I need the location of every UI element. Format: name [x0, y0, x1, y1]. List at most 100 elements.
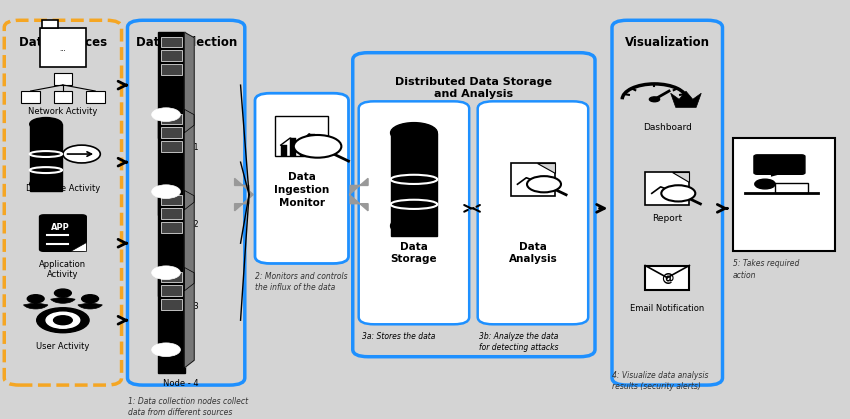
- Circle shape: [151, 266, 180, 279]
- FancyBboxPatch shape: [4, 20, 122, 385]
- Text: Data
Storage: Data Storage: [391, 242, 437, 264]
- Circle shape: [46, 312, 80, 328]
- Bar: [161, 141, 182, 152]
- FancyBboxPatch shape: [754, 155, 805, 174]
- FancyArrow shape: [349, 178, 368, 211]
- Circle shape: [63, 145, 100, 163]
- Text: APP: APP: [51, 223, 70, 232]
- Bar: [158, 32, 184, 138]
- Bar: [54, 73, 72, 85]
- Bar: [645, 266, 689, 290]
- Circle shape: [661, 185, 695, 202]
- Text: 2: Monitors and controls
the influx of the data: 2: Monitors and controls the influx of t…: [255, 272, 348, 292]
- Bar: [511, 163, 555, 196]
- Text: 1: Data collection nodes collect
data from different sources: 1: Data collection nodes collect data fr…: [128, 397, 247, 417]
- Text: Data
Ingestion
Monitor: Data Ingestion Monitor: [274, 173, 329, 208]
- Bar: [161, 208, 182, 219]
- Bar: [54, 91, 72, 103]
- Polygon shape: [537, 163, 555, 173]
- Text: ...: ...: [60, 47, 66, 52]
- Polygon shape: [184, 268, 194, 367]
- Bar: [645, 172, 689, 205]
- Bar: [161, 50, 182, 61]
- Circle shape: [151, 185, 180, 199]
- Circle shape: [151, 108, 180, 122]
- Text: 3a: Stores the data: 3a: Stores the data: [362, 332, 435, 341]
- Bar: [290, 138, 297, 156]
- Circle shape: [54, 289, 71, 297]
- Circle shape: [527, 176, 561, 192]
- Text: Distributed Data Storage
and Analysis: Distributed Data Storage and Analysis: [395, 77, 552, 99]
- Circle shape: [82, 295, 99, 303]
- Text: Application
Activity: Application Activity: [39, 260, 87, 279]
- Wedge shape: [78, 303, 102, 309]
- FancyBboxPatch shape: [359, 101, 469, 324]
- Bar: [158, 191, 184, 296]
- FancyBboxPatch shape: [353, 53, 595, 357]
- Text: Node - 2: Node - 2: [163, 220, 199, 230]
- Ellipse shape: [390, 123, 437, 143]
- Bar: [161, 195, 182, 205]
- Circle shape: [54, 316, 72, 325]
- Polygon shape: [771, 173, 786, 177]
- Bar: [161, 299, 182, 310]
- Bar: [158, 109, 184, 215]
- Bar: [309, 134, 315, 156]
- Circle shape: [27, 295, 44, 303]
- Text: Network Activity: Network Activity: [28, 107, 98, 116]
- Polygon shape: [672, 172, 689, 182]
- Polygon shape: [671, 91, 701, 107]
- Circle shape: [649, 97, 660, 102]
- FancyBboxPatch shape: [40, 215, 87, 251]
- Text: Visualization: Visualization: [625, 36, 710, 49]
- Text: 5: Takes required
action: 5: Takes required action: [733, 259, 799, 279]
- Circle shape: [151, 343, 180, 357]
- Bar: [390, 133, 437, 236]
- Text: Node - 3: Node - 3: [163, 302, 199, 310]
- Circle shape: [294, 135, 342, 158]
- Bar: [161, 285, 182, 296]
- FancyBboxPatch shape: [128, 20, 245, 385]
- Text: Node - 4: Node - 4: [163, 378, 199, 388]
- Text: User Activity: User Activity: [37, 342, 89, 351]
- Circle shape: [37, 308, 89, 333]
- Bar: [733, 138, 835, 251]
- Text: Data
Analysis: Data Analysis: [508, 242, 558, 264]
- Text: @: @: [661, 272, 673, 285]
- Bar: [300, 142, 306, 156]
- Bar: [161, 64, 182, 75]
- Text: Node - 1: Node - 1: [163, 143, 199, 153]
- Bar: [86, 91, 105, 103]
- Wedge shape: [24, 303, 48, 309]
- Polygon shape: [184, 191, 194, 291]
- Bar: [161, 114, 182, 124]
- Polygon shape: [184, 109, 194, 210]
- Text: 3b: Analyze the data
for detecting attacks: 3b: Analyze the data for detecting attac…: [479, 332, 559, 352]
- Bar: [161, 36, 182, 47]
- Wedge shape: [51, 297, 75, 303]
- FancyBboxPatch shape: [478, 101, 588, 324]
- Text: Email Notification: Email Notification: [630, 304, 705, 313]
- Bar: [158, 268, 184, 373]
- Bar: [30, 124, 62, 191]
- Circle shape: [755, 179, 775, 189]
- Polygon shape: [70, 242, 87, 251]
- Bar: [42, 20, 59, 28]
- Bar: [161, 272, 182, 282]
- Bar: [21, 91, 40, 103]
- Ellipse shape: [30, 177, 62, 191]
- Bar: [280, 145, 287, 156]
- Text: Data Sources: Data Sources: [19, 36, 107, 49]
- Bar: [161, 127, 182, 138]
- Text: Database Activity: Database Activity: [26, 184, 100, 193]
- FancyBboxPatch shape: [255, 93, 348, 264]
- Polygon shape: [184, 32, 194, 132]
- Text: Report: Report: [652, 215, 683, 223]
- Text: Data Collection: Data Collection: [135, 36, 237, 49]
- Text: 4: Visualize data analysis
results (security alerts): 4: Visualize data analysis results (secu…: [612, 371, 709, 391]
- Bar: [161, 222, 182, 233]
- FancyArrow shape: [235, 178, 253, 211]
- Bar: [319, 141, 325, 156]
- Text: Dashboard: Dashboard: [643, 123, 692, 132]
- Ellipse shape: [30, 118, 62, 131]
